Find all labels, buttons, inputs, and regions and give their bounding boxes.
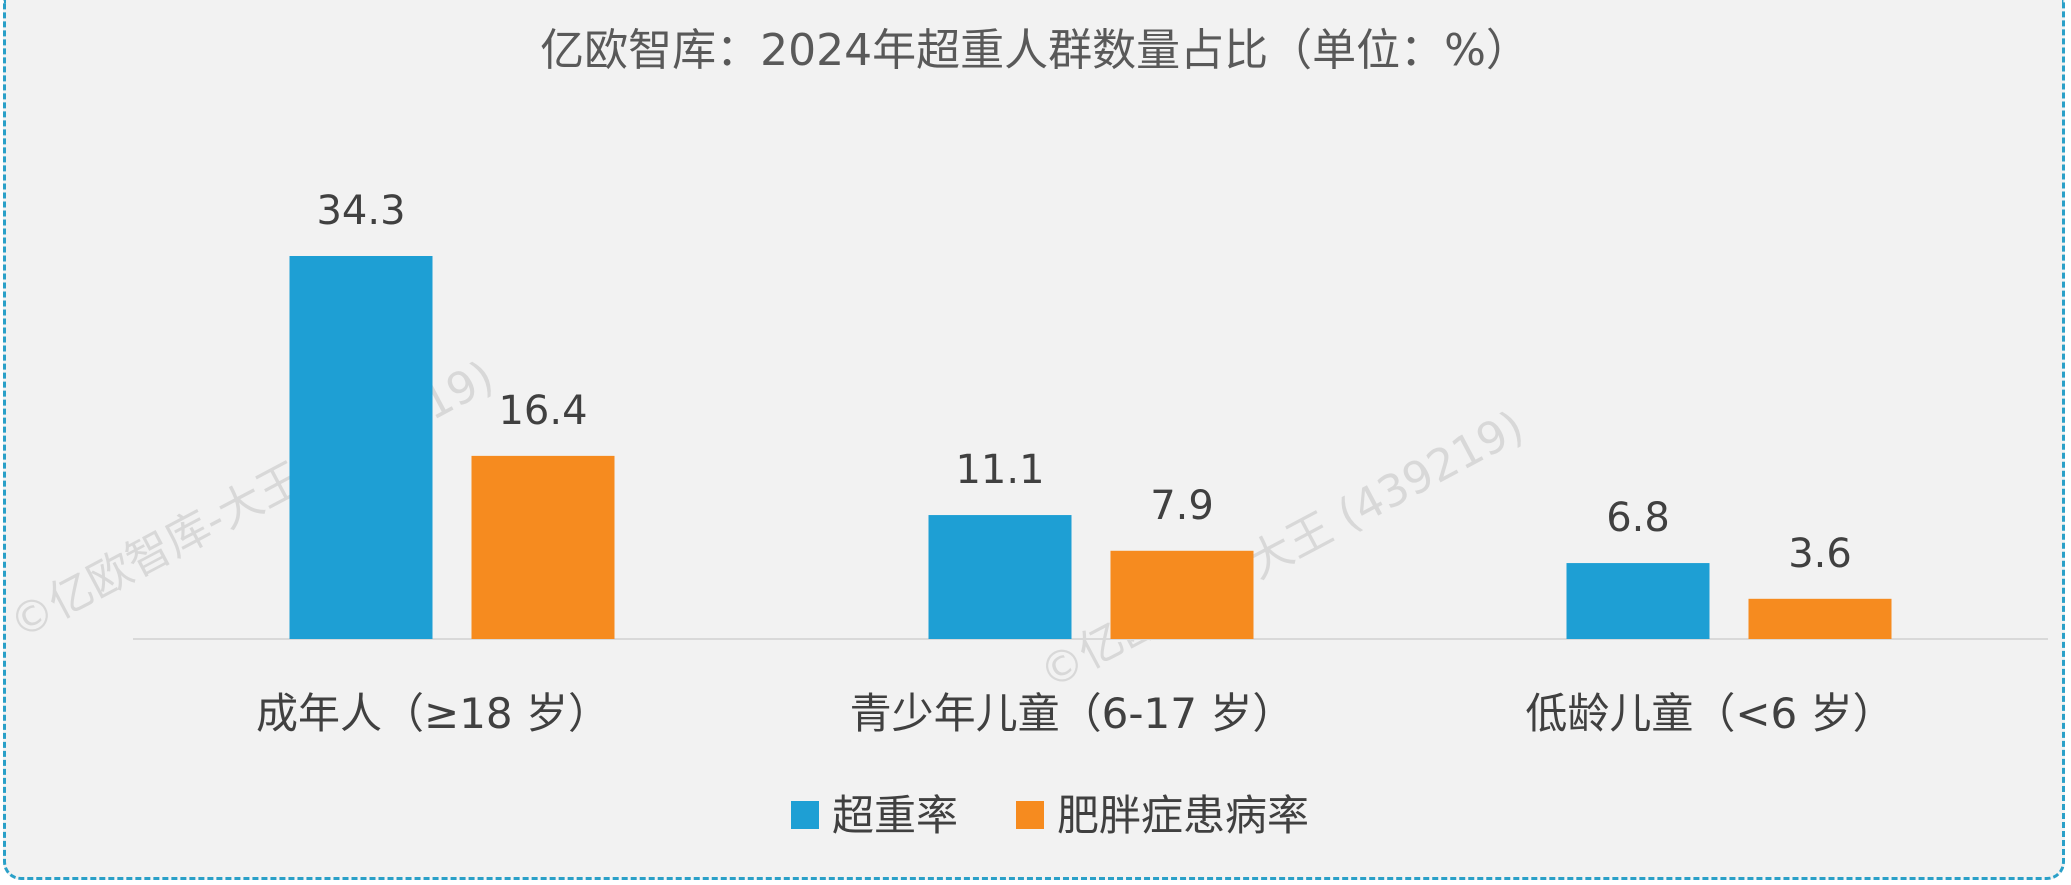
chart-title: 亿欧智库：2024年超重人群数量占比（单位：%） bbox=[540, 25, 1530, 76]
legend-swatch-2 bbox=[1016, 801, 1044, 829]
category-labels-group: 成年人（≥18 岁） 青少年儿童（6-17 岁） 低龄儿童（<6 岁） bbox=[256, 689, 1895, 738]
category-label-1: 成年人（≥18 岁） bbox=[256, 689, 610, 738]
bar-series2-cat3 bbox=[1748, 598, 1892, 639]
watermark-text: ©亿欧智库-大王 (439219) bbox=[1031, 401, 1532, 700]
category-label-2: 青少年儿童（6-17 岁） bbox=[850, 689, 1295, 738]
data-labels-group: 34.3 11.1 6.8 16.4 7.9 3.6 bbox=[316, 188, 1851, 577]
bar-series1-cat1 bbox=[289, 256, 433, 639]
category-label-3: 低龄儿童（<6 岁） bbox=[1525, 689, 1894, 738]
data-label-series1-cat1: 34.3 bbox=[316, 188, 405, 234]
legend-label-1: 超重率 bbox=[832, 791, 958, 840]
legend-label-2: 肥胖症患病率 bbox=[1057, 791, 1309, 840]
bar-series1-cat2 bbox=[928, 515, 1072, 639]
bars-group bbox=[289, 256, 1892, 639]
bar-series2-cat1 bbox=[471, 455, 615, 639]
bar-series2-cat2 bbox=[1110, 550, 1254, 639]
data-label-series1-cat2: 11.1 bbox=[955, 447, 1044, 493]
data-label-series2-cat2: 7.9 bbox=[1150, 483, 1214, 529]
data-label-series1-cat3: 6.8 bbox=[1606, 495, 1670, 541]
data-label-series2-cat3: 3.6 bbox=[1788, 531, 1852, 577]
data-label-series2-cat1: 16.4 bbox=[498, 388, 587, 434]
watermark-layer: ©亿欧智库-大王 (439219) ©亿欧智库-大王 (439219) bbox=[1, 351, 1532, 700]
legend: 超重率 肥胖症患病率 bbox=[791, 791, 1309, 840]
legend-swatch-1 bbox=[791, 801, 819, 829]
bar-series1-cat3 bbox=[1566, 563, 1710, 639]
